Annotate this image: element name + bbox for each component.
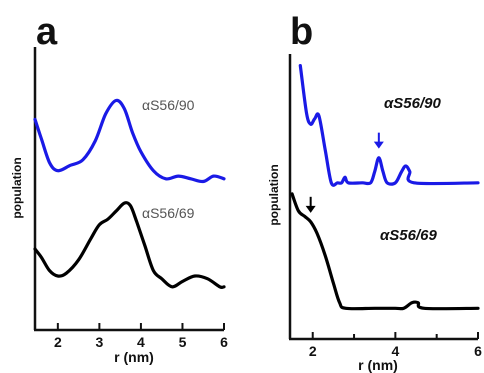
panel-a-ylabel: population <box>10 157 24 218</box>
panel-a-xtick-label-6: 6 <box>220 334 228 350</box>
panel-a-xtick-label-5: 5 <box>179 334 187 350</box>
panel-b-series <box>290 63 480 311</box>
panel-a-series-s56-90-line <box>33 98 226 184</box>
panel-a-tick-labels: 2 3 4 5 6 <box>54 334 228 350</box>
panel-b-label-s56-69: αS56/69 <box>380 227 438 244</box>
panel-a-ticks <box>56 323 225 330</box>
panel-b-tick-labels: 2 4 6 <box>309 343 482 359</box>
panel-a-xlabel: r (nm) <box>114 349 154 365</box>
panel-a-xtick-label-2: 2 <box>54 334 62 350</box>
panel-b-xtick-label-2: 2 <box>309 343 317 359</box>
panel-b-ylabel: population <box>267 164 281 225</box>
panel-a-series-s56-69-line <box>33 201 226 290</box>
panel-a-label-s56-69: αS56/69 <box>142 205 195 221</box>
panel-b-axes <box>288 54 478 341</box>
panel-a-axes <box>33 47 224 332</box>
panel-b-arrow-s56-90 <box>373 132 384 149</box>
panel-b-series-s56-90-line <box>298 63 480 187</box>
panel-a-xtick-label-3: 3 <box>95 334 103 350</box>
panel-a: a 2 3 4 5 6 population r (nm) αS56/90 αS56/6… <box>10 11 228 365</box>
panel-b-xlabel: r (nm) <box>358 357 398 373</box>
panel-letter-b: b <box>290 11 313 53</box>
panel-a-series <box>33 98 226 290</box>
panel-b-arrow-s56-69 <box>305 196 316 213</box>
panel-b-ticks <box>311 332 479 339</box>
panel-b-arrows <box>305 132 384 213</box>
panel-b-label-s56-90: αS56/90 <box>384 95 442 112</box>
panel-letter-a: a <box>36 11 58 53</box>
panel-b: b 2 4 6 population r (nm) αS56/90 αS56/69 <box>267 11 482 373</box>
panel-b-series-s56-69-line <box>290 192 480 311</box>
panel-b-xtick-label-6: 6 <box>474 343 482 359</box>
panel-a-xtick-label-4: 4 <box>137 334 145 350</box>
panel-a-label-s56-90: αS56/90 <box>142 97 195 113</box>
panel-b-xtick-label-4: 4 <box>391 343 399 359</box>
